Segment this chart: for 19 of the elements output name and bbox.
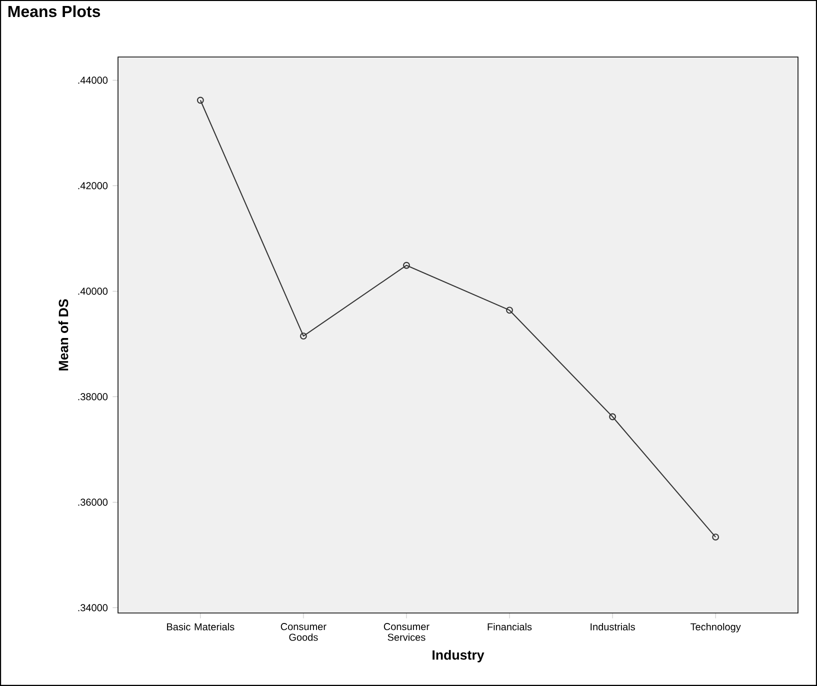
y-tick-label: .36000 bbox=[78, 498, 108, 506]
x-tick-label: Financials bbox=[488, 623, 532, 630]
x-tick-label: Consumer Goods bbox=[280, 623, 326, 641]
chart-title: Means Plots bbox=[8, 5, 100, 18]
y-tick-label: .38000 bbox=[78, 393, 108, 400]
y-tick-label: .34000 bbox=[78, 604, 108, 612]
point bbox=[506, 306, 513, 314]
x-tick-label: Technology bbox=[690, 623, 741, 632]
y-tick-label: .44000 bbox=[78, 76, 108, 84]
x-axis-title: Industry bbox=[432, 650, 484, 662]
x-tick-label: Basic Materials bbox=[167, 623, 234, 630]
y-tick-label: .40000 bbox=[78, 288, 108, 295]
point bbox=[300, 332, 307, 340]
y-axis-title: Mean of DS bbox=[58, 299, 68, 370]
x-tick-label: Industrials bbox=[590, 623, 635, 630]
x-tick-label: Consumer Services bbox=[384, 623, 430, 641]
y-tick-label: .42000 bbox=[78, 182, 108, 190]
point bbox=[609, 413, 616, 420]
point bbox=[403, 262, 410, 269]
